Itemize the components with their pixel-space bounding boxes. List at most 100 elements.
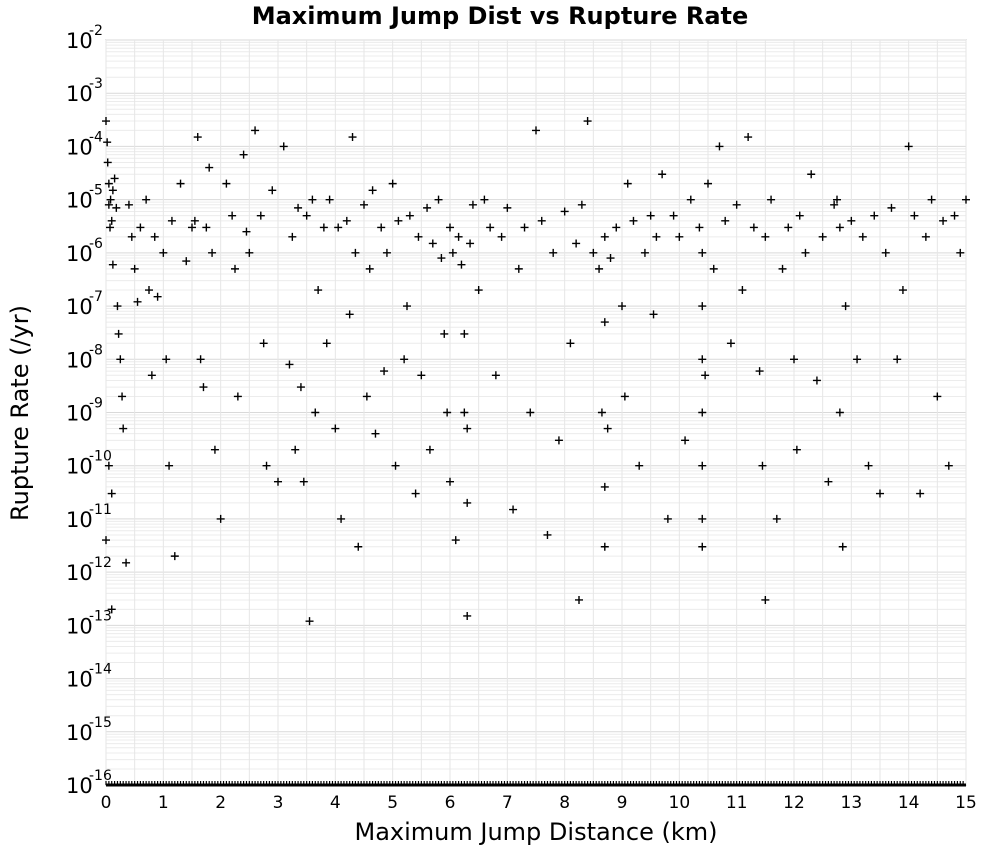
data-point — [600, 482, 609, 491]
data-point — [102, 536, 110, 545]
data-point — [153, 292, 162, 301]
data-point — [302, 211, 311, 220]
data-point — [196, 355, 205, 364]
data-point — [285, 360, 294, 369]
data-point — [116, 355, 125, 364]
data-point — [956, 248, 965, 257]
y-tick-exponent: -11 — [89, 502, 112, 518]
data-point — [368, 186, 377, 195]
data-point — [876, 489, 884, 498]
chart-title: Maximum Jump Dist vs Rupture Rate — [252, 2, 749, 30]
data-point — [348, 133, 357, 142]
data-point — [620, 392, 629, 401]
y-tick-exponent: -10 — [89, 449, 112, 465]
data-point — [167, 216, 176, 225]
x-tick-label: 14 — [898, 793, 920, 813]
data-point — [640, 248, 649, 257]
data-point — [145, 286, 153, 295]
data-point — [334, 223, 343, 232]
data-point — [391, 461, 400, 470]
y-tick-base: 10 — [66, 668, 93, 692]
data-point — [698, 408, 707, 417]
data-point — [319, 223, 328, 232]
data-point — [761, 595, 770, 604]
data-point — [600, 318, 609, 327]
data-point — [543, 530, 552, 539]
y-tick-exponent: -4 — [89, 129, 103, 145]
data-point — [554, 436, 563, 445]
data-point — [279, 142, 288, 151]
data-point — [108, 186, 117, 195]
data-point — [291, 445, 300, 454]
data-point — [921, 232, 930, 241]
data-point — [944, 461, 953, 470]
data-point — [675, 232, 684, 241]
x-tick-label: 0 — [101, 793, 112, 813]
y-tick-exponent: -16 — [89, 768, 112, 784]
data-point — [345, 310, 354, 319]
data-point — [331, 424, 340, 433]
data-point — [597, 408, 606, 417]
y-tick-base: 10 — [66, 455, 93, 479]
data-point — [351, 248, 360, 257]
data-point — [423, 203, 432, 212]
data-point — [881, 248, 890, 257]
data-point — [107, 489, 116, 498]
y-tick-exponent: -5 — [89, 183, 103, 199]
data-point — [451, 536, 460, 545]
data-point — [242, 227, 251, 236]
data-point — [709, 264, 718, 273]
data-point — [342, 216, 351, 225]
data-point — [618, 302, 626, 311]
y-tick-base: 10 — [66, 82, 93, 106]
data-point — [898, 286, 907, 295]
data-point — [658, 170, 667, 179]
data-point — [208, 248, 217, 257]
y-tick-base: 10 — [66, 508, 93, 532]
data-point — [916, 489, 925, 498]
data-point — [497, 232, 506, 241]
data-point — [360, 200, 368, 209]
data-point — [102, 117, 110, 126]
data-point — [182, 257, 191, 266]
data-point — [600, 542, 609, 551]
y-tick-exponent: -14 — [89, 662, 112, 678]
data-point — [380, 367, 389, 376]
data-point — [294, 203, 303, 212]
y-tick-exponent: -9 — [89, 396, 103, 412]
y-tick-base: 10 — [66, 561, 93, 585]
x-tick-label: 3 — [273, 793, 284, 813]
data-point — [108, 260, 117, 269]
data-point — [463, 611, 472, 620]
data-point — [572, 239, 581, 248]
y-tick-exponent: -8 — [89, 342, 103, 358]
data-point — [457, 260, 466, 269]
data-point — [721, 216, 730, 225]
data-point — [870, 211, 879, 220]
data-point — [446, 477, 454, 486]
data-point — [532, 126, 540, 135]
data-point — [778, 264, 787, 273]
data-point — [589, 248, 598, 257]
data-point — [176, 179, 185, 188]
data-point — [388, 179, 397, 188]
x-tick-label: 12 — [783, 793, 805, 813]
data-point — [103, 138, 112, 147]
x-tick-label: 2 — [215, 793, 226, 813]
data-point — [296, 383, 305, 392]
data-point — [231, 264, 239, 273]
data-point — [103, 158, 112, 167]
data-point — [362, 392, 371, 401]
x-tick-label: 13 — [841, 793, 863, 813]
data-point — [623, 179, 632, 188]
x-tick-label: 11 — [726, 793, 748, 813]
data-point — [322, 339, 331, 348]
data-point — [732, 200, 741, 209]
data-point — [110, 174, 119, 183]
data-point — [758, 461, 767, 470]
data-point — [400, 355, 409, 364]
data-point — [962, 195, 970, 204]
data-point — [801, 248, 810, 257]
data-point — [474, 286, 483, 295]
